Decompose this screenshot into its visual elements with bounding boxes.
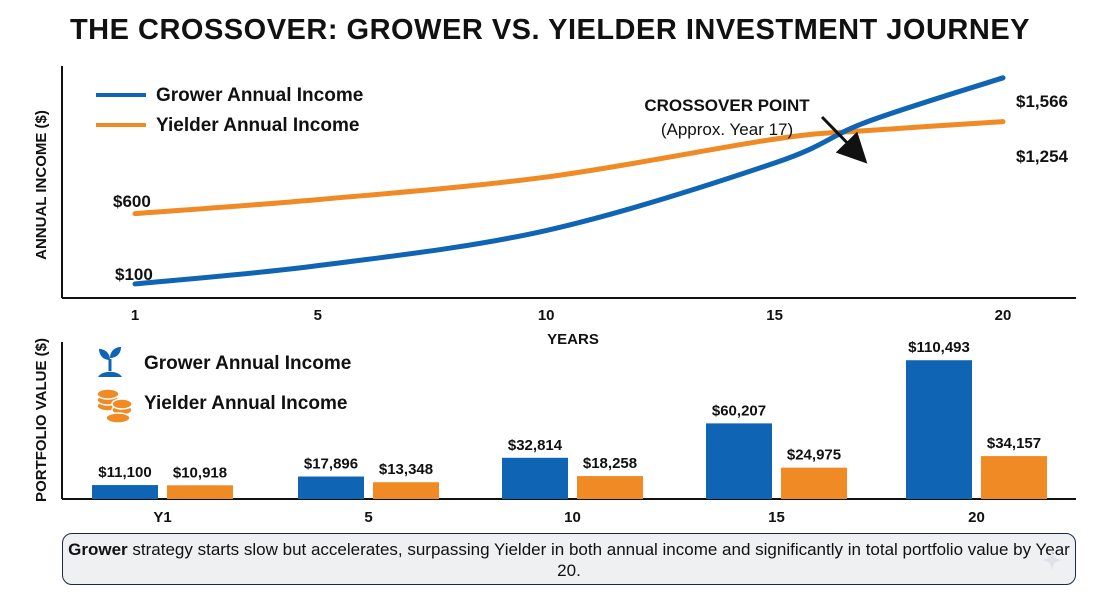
bar-legend-grower-label: Grower Annual Income (144, 353, 351, 374)
crossover-annotation: CROSSOVER POINT (Approx. Year 17) (644, 96, 868, 164)
line-x-axis-label: YEARS (547, 331, 599, 348)
bar-category-label: 20 (968, 509, 985, 526)
data-label-yielder-end: $1,254 (1016, 147, 1069, 166)
yielder-bar-label: $10,918 (173, 464, 227, 481)
grower-bar (92, 485, 158, 499)
legend-yielder-label: Yielder Annual Income (156, 115, 359, 136)
grower-bar (906, 360, 972, 499)
yielder-bar-label: $13,348 (379, 461, 433, 478)
bar-category-label: 15 (768, 509, 785, 526)
annotation-title: CROSSOVER POINT (644, 96, 810, 115)
grower-bar-label: $11,100 (98, 464, 151, 481)
yielder-bar-label: $34,157 (987, 435, 1041, 452)
bar-legend-yielder-label: Yielder Annual Income (144, 393, 347, 414)
grower-line-series (132, 75, 1006, 287)
grower-bar-label: $110,493 (908, 339, 970, 356)
summary-box: Grower strategy starts slow but accelera… (62, 533, 1076, 585)
line-data-labels: $600 $100 $1,566 $1,254 (113, 92, 1069, 284)
bar-y-axis-label: PORTFOLIO VALUE ($) (33, 338, 50, 502)
line-x-ticks: 1 5 10 15 20 (131, 307, 1012, 324)
summary-text: strategy starts slow but accelerates, su… (127, 540, 1070, 580)
summary-bold-text: Grower (68, 540, 128, 559)
yielder-bar (373, 482, 439, 499)
chart-title: THE CROSSOVER: GROWER VS. YIELDER INVEST… (69, 14, 1031, 46)
yielder-line-series (132, 119, 1006, 217)
coins-icon (96, 388, 133, 424)
grower-bar-label: $17,896 (304, 456, 358, 473)
grower-bar (298, 476, 364, 499)
bar-chart: PORTFOLIO VALUE ($) $11,100 $10,918 Y1 $17,… (33, 338, 1076, 526)
yielder-bar (577, 476, 643, 499)
yielder-bar (781, 467, 847, 499)
bar-legend: Grower Annual Income Yielder Annual Inco… (96, 347, 351, 424)
yielder-bar-label: $18,258 (583, 455, 637, 472)
sparkle-icon (1041, 549, 1063, 571)
line-chart: ANNUAL INCOME ($) YEARS 1 5 10 15 20 $600 $1… (33, 66, 1076, 348)
bar-category-label: Y1 (153, 509, 171, 526)
seedling-icon (98, 347, 122, 377)
grower-bar-label: $60,207 (712, 402, 766, 419)
data-label-grower-start: $100 (115, 265, 153, 284)
data-label-grower-end: $1,566 (1016, 92, 1068, 111)
x-tick-label: 1 (131, 307, 139, 324)
legend-grower-label: Grower Annual Income (156, 85, 363, 106)
x-tick-label: 15 (766, 307, 783, 324)
yielder-bar (981, 456, 1047, 499)
bar-category-label: 10 (564, 509, 581, 526)
x-tick-label: 5 (314, 307, 322, 324)
annotation-subtitle: (Approx. Year 17) (661, 120, 793, 139)
grower-bar (502, 457, 568, 499)
data-label-yielder-start: $600 (113, 192, 151, 211)
x-tick-label: 20 (995, 307, 1012, 324)
arrow-icon (820, 115, 868, 164)
bar-category-label: 5 (364, 509, 372, 526)
grower-bar-label: $32,814 (508, 437, 563, 454)
line-legend: Grower Annual Income Yielder Annual Inco… (96, 85, 363, 136)
line-y-axis-label: ANNUAL INCOME ($) (33, 110, 50, 260)
bar-group: $11,100 $10,918 Y1 $17,896 $13,348 5 $32,814 $1… (92, 339, 1047, 526)
yielder-bar (167, 485, 233, 499)
yielder-bar-label: $24,975 (787, 447, 841, 464)
x-tick-label: 10 (538, 307, 555, 324)
grower-bar (706, 423, 772, 499)
